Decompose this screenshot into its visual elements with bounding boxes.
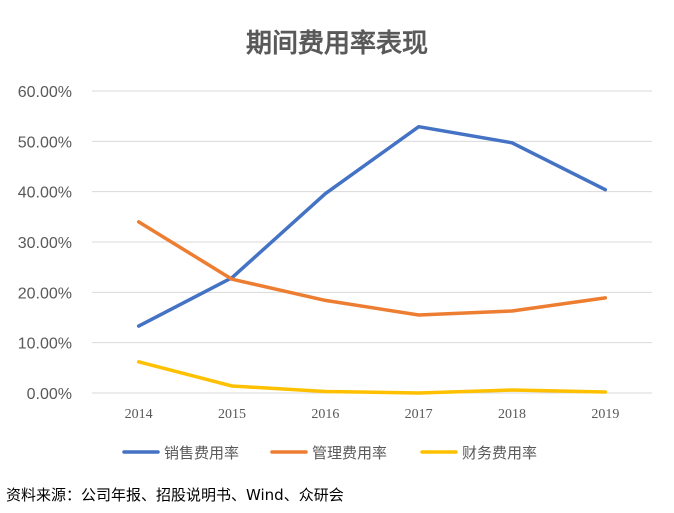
legend-label: 财务费用率 bbox=[462, 444, 537, 462]
series-line-3 bbox=[136, 360, 608, 395]
source-note: 资料来源：公司年报、招股说明书、Wind、众研会 bbox=[6, 486, 344, 504]
y-tick-label: 30.00% bbox=[18, 235, 72, 252]
legend-label: 管理费用率 bbox=[312, 444, 387, 462]
y-tick-label: 50.00% bbox=[18, 134, 72, 151]
x-tick-label: 2014 bbox=[125, 407, 153, 422]
grid bbox=[92, 90, 652, 394]
y-tick-label: 0.00% bbox=[27, 386, 72, 403]
x-tick-label: 2016 bbox=[311, 407, 339, 422]
x-axis-ticks: 2014 2015 2016 2017 2018 2019 bbox=[125, 407, 620, 422]
legend-label: 销售费用率 bbox=[164, 444, 239, 462]
x-tick-label: 2017 bbox=[405, 407, 433, 422]
series-line-1 bbox=[136, 124, 608, 328]
x-tick-label: 2018 bbox=[498, 407, 526, 422]
y-tick-label: 40.00% bbox=[18, 185, 72, 202]
chart-title: 期间费用率表现 bbox=[246, 28, 428, 59]
legend: 销售费用率 管理费用率 财务费用率 bbox=[122, 444, 537, 462]
x-tick-label: 2015 bbox=[218, 407, 246, 422]
series-lines bbox=[136, 124, 608, 395]
y-axis-ticks: 0.00% 10.00% 20.00% 30.00% 40.00% 50.00% 60.00… bbox=[18, 84, 72, 403]
x-tick-label: 2019 bbox=[591, 407, 619, 422]
y-tick-label: 10.00% bbox=[18, 336, 72, 353]
series-line-2 bbox=[136, 220, 608, 317]
y-tick-label: 60.00% bbox=[18, 84, 72, 101]
y-tick-label: 20.00% bbox=[18, 285, 72, 302]
